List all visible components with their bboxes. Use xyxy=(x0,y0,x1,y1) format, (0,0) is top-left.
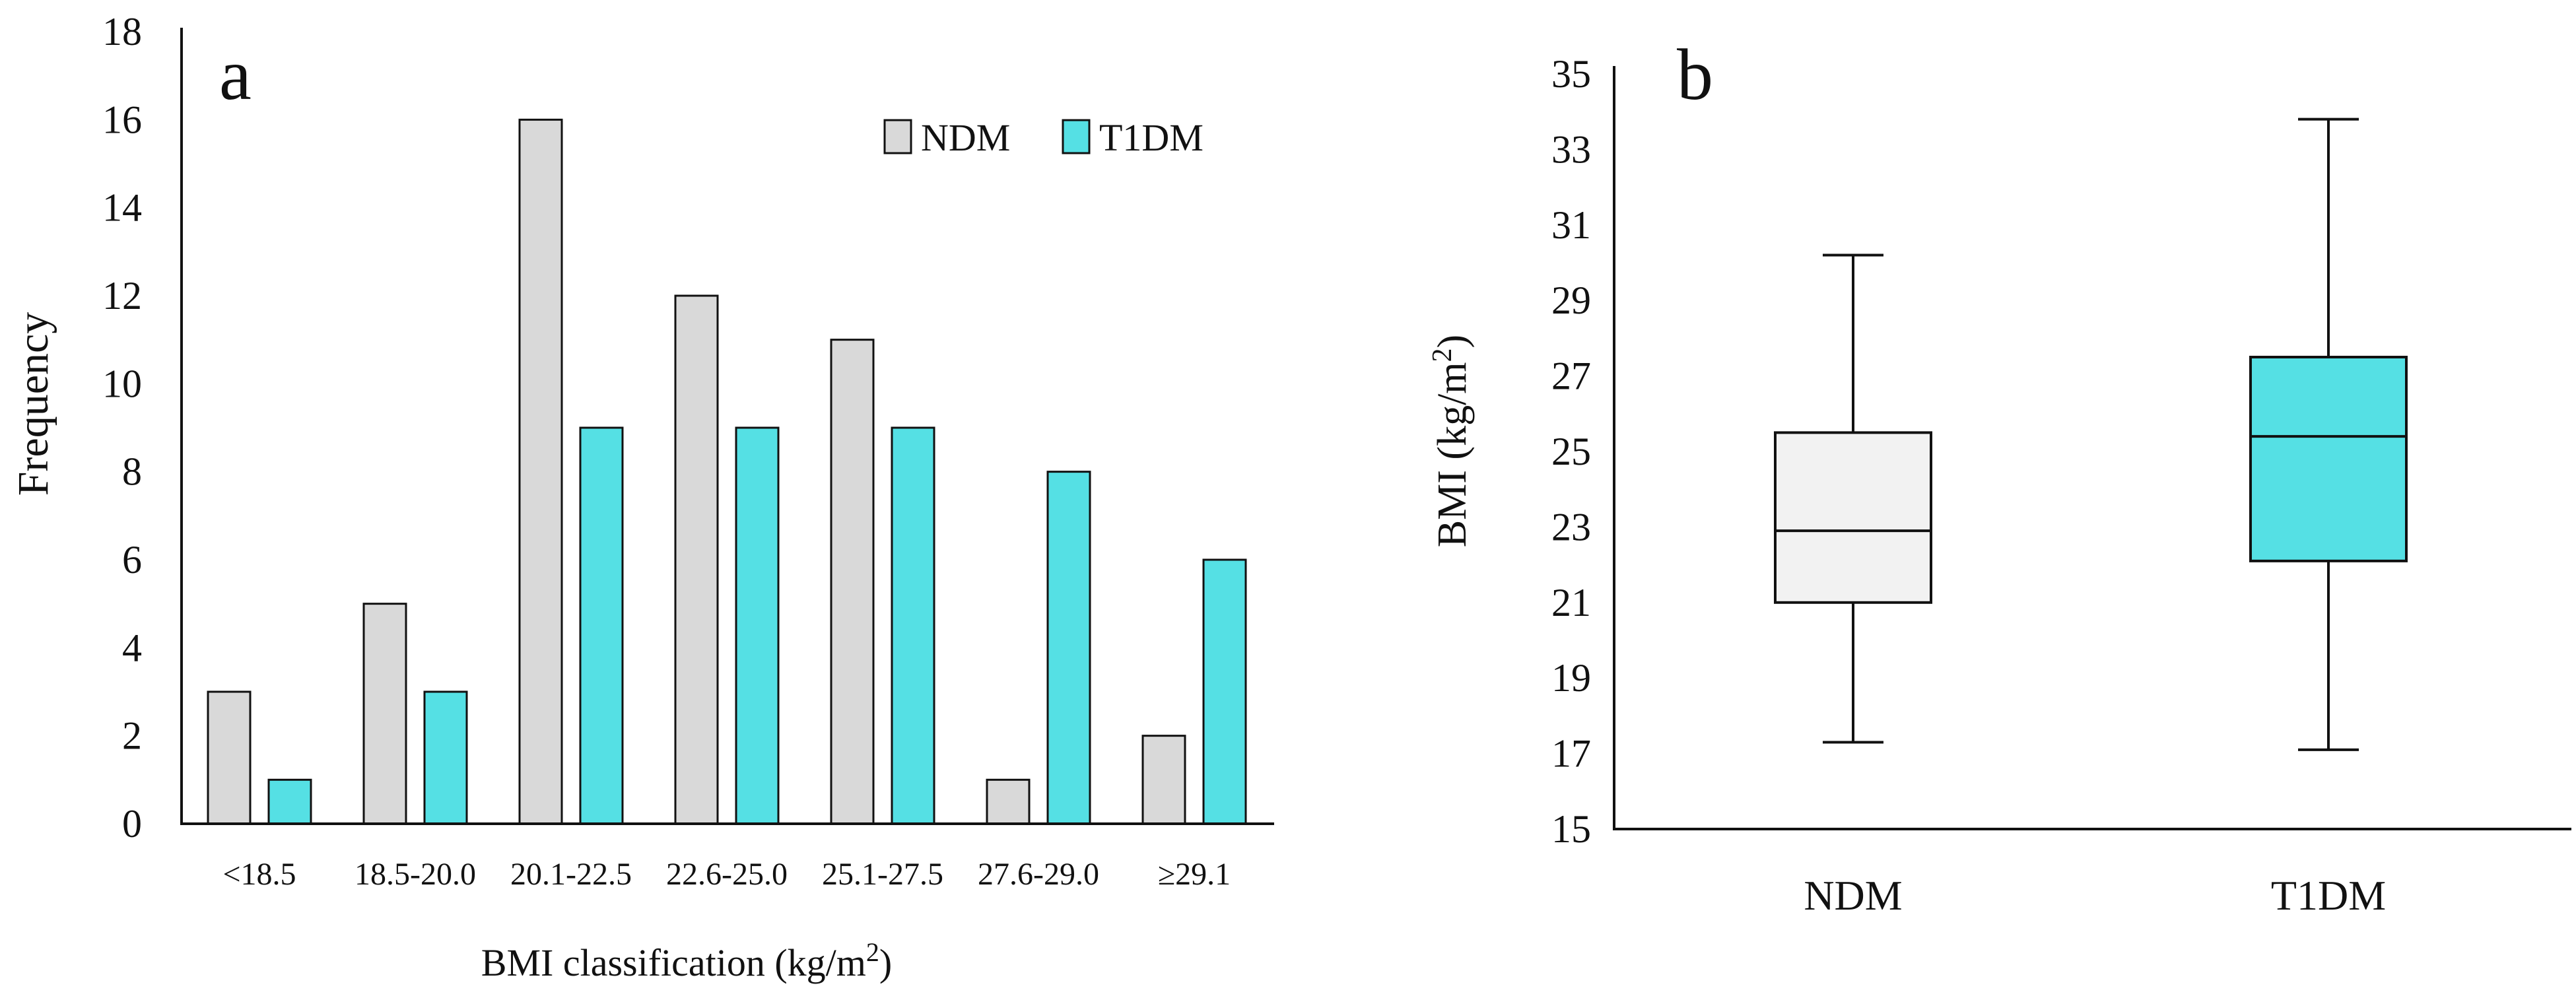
bar-t1dm xyxy=(423,690,468,825)
iqr-box-t1dm xyxy=(2249,356,2408,562)
panel-a-x-axis-label: BMI classification (kg/m2) xyxy=(481,937,892,984)
panel-b-y-tick-label: 35 xyxy=(1551,52,1591,96)
panel-b-y-axis-label: BMI (kg/m2) xyxy=(1427,335,1475,547)
panel-a-x-tick-label: 18.5-20.0 xyxy=(355,857,476,892)
iqr-box-ndm xyxy=(1774,431,1932,604)
panel-b-y-tick-label: 29 xyxy=(1551,279,1591,322)
bar-t1dm xyxy=(1046,471,1091,825)
bar-t1dm xyxy=(267,778,312,825)
panel-b-y-tick-label: 33 xyxy=(1551,127,1591,171)
panel-b-x-tick-labels: NDM T1DM xyxy=(1804,872,2386,919)
bar-t1dm xyxy=(735,426,780,825)
panel-a-y-tick-label: 18 xyxy=(102,10,142,53)
panel-b-y-tick-label: 15 xyxy=(1551,807,1591,851)
legend-swatch-t1dm xyxy=(1062,119,1091,154)
panel-a-x-tick-label: 22.6-25.0 xyxy=(666,857,788,892)
panel-a-x-tick-label: <18.5 xyxy=(222,857,296,892)
panel-b-y-tick-label: 23 xyxy=(1551,505,1591,549)
bar-ndm xyxy=(518,118,563,825)
panel-a-y-tick-label: 12 xyxy=(102,274,142,317)
bar-ndm xyxy=(986,778,1031,825)
panel-a-y-tick-label: 8 xyxy=(122,450,142,494)
panel-a-x-tick-label: ≥29.1 xyxy=(1158,857,1231,892)
bar-ndm xyxy=(674,294,719,825)
panel-a-x-tick-label: 20.1-22.5 xyxy=(510,857,632,892)
box-ndm xyxy=(1774,253,1932,744)
panel-b-y-tick-label: 21 xyxy=(1551,581,1591,624)
box-t1dm xyxy=(2249,117,2408,751)
panel-b-y-tick-label: 27 xyxy=(1551,354,1591,398)
panel-a-label: a xyxy=(219,34,252,115)
bar-t1dm xyxy=(891,426,935,825)
panel-a-bars xyxy=(207,118,1247,825)
panel-a-y-axis-label: Frequency xyxy=(9,312,57,496)
panel-b-label: b xyxy=(1677,34,1713,115)
panel-b-y-tick-labels: 15 17 19 21 23 25 27 29 31 33 35 xyxy=(1551,52,1591,851)
panel-b-y-tick-label: 17 xyxy=(1551,732,1591,776)
panel-a-y-tick-label: 0 xyxy=(122,802,142,846)
panel-a-y-tick-label: 2 xyxy=(122,714,142,758)
panel-a-x-tick-labels: <18.5 18.5-20.0 20.1-22.5 22.6-25.0 25.1-27.… xyxy=(222,857,1231,892)
panel-a-x-tick-label: 27.6-29.0 xyxy=(978,857,1099,892)
panel-b-x-tick-label: T1DM xyxy=(2271,872,2386,919)
panel-a-y-tick-labels: 0 2 4 6 8 10 12 14 16 18 xyxy=(102,10,142,846)
panel-a-y-tick-label: 10 xyxy=(102,362,142,405)
bar-ndm xyxy=(207,690,252,825)
panel-a-y-tick-label: 16 xyxy=(102,98,142,141)
legend-label-ndm: NDM xyxy=(921,116,1010,159)
panel-a-legend: NDM T1DM xyxy=(883,116,1203,159)
panel-b-y-tick-label: 25 xyxy=(1551,430,1591,473)
bar-ndm xyxy=(1141,735,1186,825)
bar-t1dm xyxy=(579,426,624,825)
bar-ndm xyxy=(362,603,407,825)
bar-ndm xyxy=(830,339,875,825)
panel-b-boxes xyxy=(1774,117,2408,751)
panel-a-y-tick-label: 4 xyxy=(122,626,142,669)
panel-a-bar-chart: a 0 2 4 6 8 10 12 14 16 18 <18.5 18.5-20.0 20.1-22.… xyxy=(9,10,1274,984)
panel-a-y-tick-label: 14 xyxy=(102,186,142,230)
legend-label-t1dm: T1DM xyxy=(1099,116,1203,159)
panel-a-x-tick-label: 25.1-27.5 xyxy=(822,857,943,892)
panel-a-y-tick-label: 6 xyxy=(122,538,142,582)
panel-b-y-tick-label: 19 xyxy=(1551,656,1591,700)
bar-t1dm xyxy=(1202,558,1247,825)
panel-b-y-tick-label: 31 xyxy=(1551,203,1591,247)
panel-b-x-tick-label: NDM xyxy=(1804,872,1902,919)
panel-b-box-plot: b 15 17 19 21 23 25 27 29 31 33 35 NDM T1DM BMI (kg… xyxy=(1427,34,2571,919)
legend-swatch-ndm xyxy=(883,119,912,154)
